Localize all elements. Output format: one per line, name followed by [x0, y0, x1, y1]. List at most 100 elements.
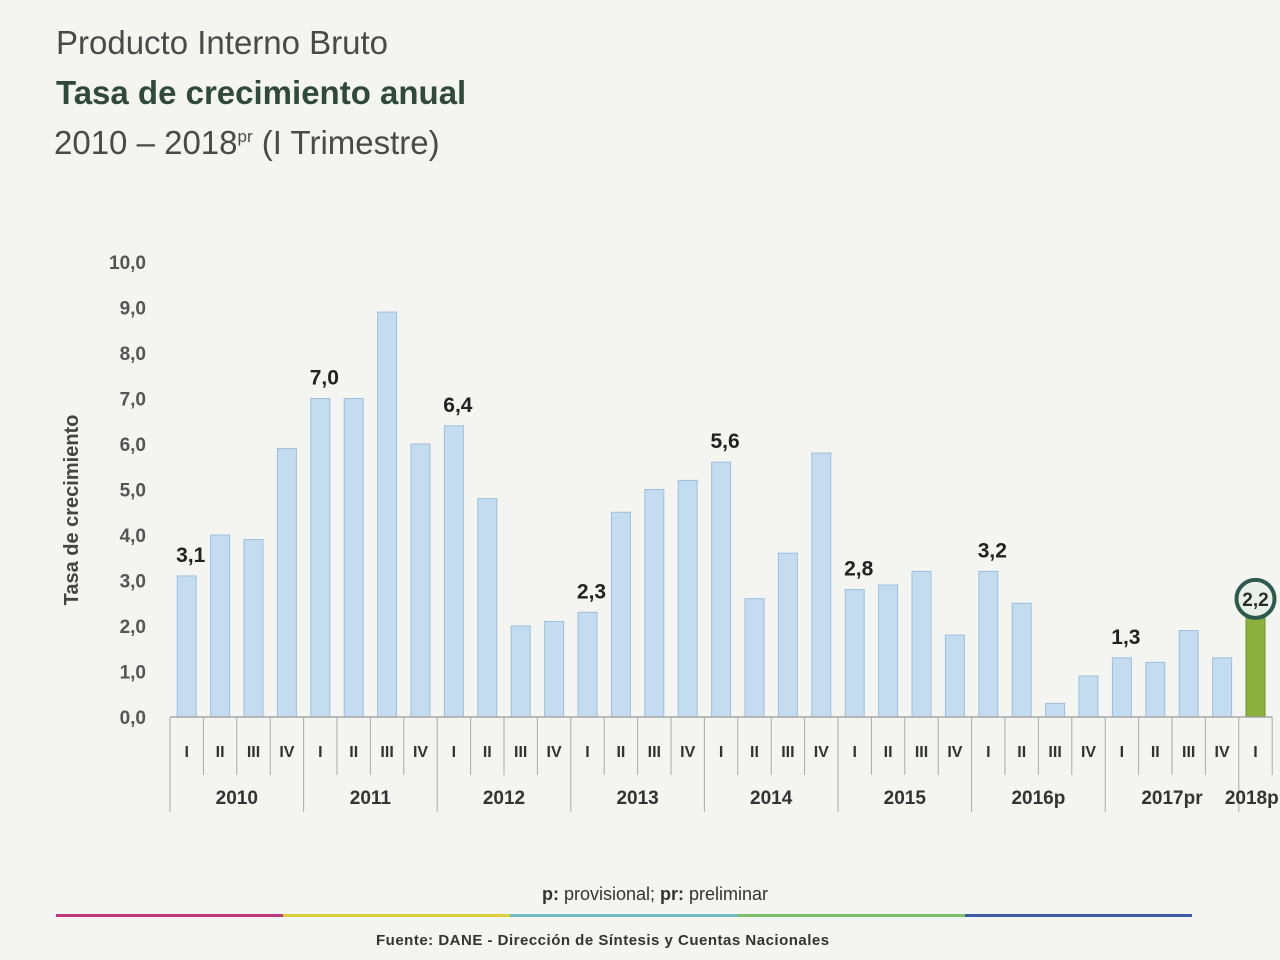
year-label: 2014	[750, 788, 793, 809]
bar	[377, 311, 398, 718]
x-tick-label: I	[852, 744, 856, 761]
x-tick-label: II	[483, 744, 492, 761]
bar	[343, 398, 364, 718]
data-label: 6,4	[443, 394, 473, 417]
bar	[210, 534, 231, 718]
bar	[443, 425, 464, 718]
x-tick-label: II	[1017, 744, 1026, 761]
x-tick-label: IV	[680, 744, 695, 761]
y-tick-label: 7,0	[120, 390, 146, 411]
x-tick-label: I	[986, 744, 990, 761]
year-label: 2010	[216, 788, 258, 809]
y-tick-label: 10,0	[109, 253, 146, 274]
y-tick-label: 4,0	[120, 526, 146, 547]
bar	[410, 443, 431, 718]
bar	[978, 570, 999, 718]
data-label: 5,6	[710, 430, 739, 453]
note-p-text: provisional;	[558, 884, 661, 904]
x-tick-label: I	[318, 744, 322, 761]
bar	[911, 570, 932, 718]
x-tick-label: III	[648, 744, 661, 761]
bar	[477, 498, 498, 718]
bar	[1078, 675, 1099, 718]
x-tick-label: II	[884, 744, 893, 761]
year-label: 2017pr	[1141, 788, 1203, 809]
bar	[510, 625, 531, 718]
rule-segment	[283, 914, 511, 917]
period-range: 2010 – 2018	[54, 124, 238, 161]
note-p-key: p:	[541, 884, 559, 904]
data-label: 2,2	[1242, 590, 1268, 611]
y-axis-title: Tasa de crecimiento	[61, 415, 83, 606]
x-tick-label: III	[247, 744, 260, 761]
year-label: 2015	[884, 788, 927, 809]
bar	[276, 448, 297, 718]
x-tick-label: I	[1120, 744, 1124, 761]
x-tick-label: II	[616, 744, 625, 761]
data-label: 2,8	[844, 558, 874, 581]
x-tick-label: I	[1253, 744, 1257, 761]
x-tick-label: I	[184, 744, 188, 761]
x-tick-label: IV	[279, 744, 294, 761]
bar	[777, 552, 798, 718]
chart-title-line2: Tasa de crecimiento anual	[56, 74, 467, 111]
bar	[677, 479, 698, 718]
year-label: 2013	[616, 788, 658, 809]
rule-segment	[510, 914, 738, 917]
period-superscript: pr	[237, 127, 253, 146]
bar	[878, 584, 899, 718]
rule-segment	[56, 914, 284, 917]
data-label: 3,1	[176, 544, 206, 567]
x-tick-label: III	[1182, 744, 1195, 761]
year-label: 2016p	[1011, 788, 1065, 809]
x-tick-label: IV	[947, 744, 962, 761]
y-tick-label: 3,0	[120, 572, 146, 593]
x-tick-label: III	[1048, 744, 1061, 761]
year-label: 2011	[350, 788, 392, 809]
x-tick-label: I	[585, 744, 589, 761]
x-tick-label: II	[216, 744, 225, 761]
x-tick-label: III	[915, 744, 928, 761]
x-tick-label: I	[452, 744, 456, 761]
x-tick-label: IV	[1081, 744, 1096, 761]
data-label: 3,2	[978, 539, 1007, 562]
bar	[1178, 630, 1199, 718]
y-tick-label: 0,0	[120, 708, 146, 729]
x-tick-label: III	[514, 744, 527, 761]
note-pr-key: pr:	[660, 884, 685, 904]
period-tail: (I Trimestre)	[252, 124, 440, 161]
bar	[1212, 657, 1233, 718]
y-tick-label: 6,0	[120, 435, 146, 456]
y-tick-label: 8,0	[120, 344, 146, 365]
data-label: 2,3	[577, 580, 606, 603]
bar	[711, 461, 732, 718]
y-tick-label: 5,0	[120, 481, 146, 502]
year-label: 2018pr	[1225, 788, 1280, 809]
bar	[811, 452, 832, 718]
x-tick-label: III	[781, 744, 794, 761]
data-label: 7,0	[310, 367, 339, 390]
highlight-ring	[1234, 577, 1277, 620]
y-tick-label: 2,0	[120, 617, 146, 638]
footnote: p: provisional; pr: preliminar	[0, 884, 1280, 905]
y-tick-label: 1,0	[120, 663, 146, 684]
note-pr-text: preliminar	[684, 884, 769, 904]
rule-segment	[737, 914, 965, 917]
x-tick-label: IV	[547, 744, 562, 761]
data-label: 1,3	[1111, 626, 1140, 649]
bar	[1045, 702, 1066, 718]
bar	[1145, 661, 1166, 718]
bar	[944, 634, 965, 718]
rule-segment	[964, 914, 1192, 917]
chart-title-line1: Producto Interno Bruto	[56, 24, 389, 61]
bar	[176, 575, 197, 718]
source-note: Fuente: DANE - Dirección de Síntesis y C…	[376, 932, 830, 949]
x-tick-label: IV	[413, 744, 428, 761]
x-tick-label: I	[719, 744, 723, 761]
bar	[1245, 616, 1266, 718]
bar	[1111, 657, 1132, 718]
bar	[577, 611, 598, 718]
x-tick-label: IV	[1215, 744, 1230, 761]
year-label: 2012	[483, 788, 525, 809]
